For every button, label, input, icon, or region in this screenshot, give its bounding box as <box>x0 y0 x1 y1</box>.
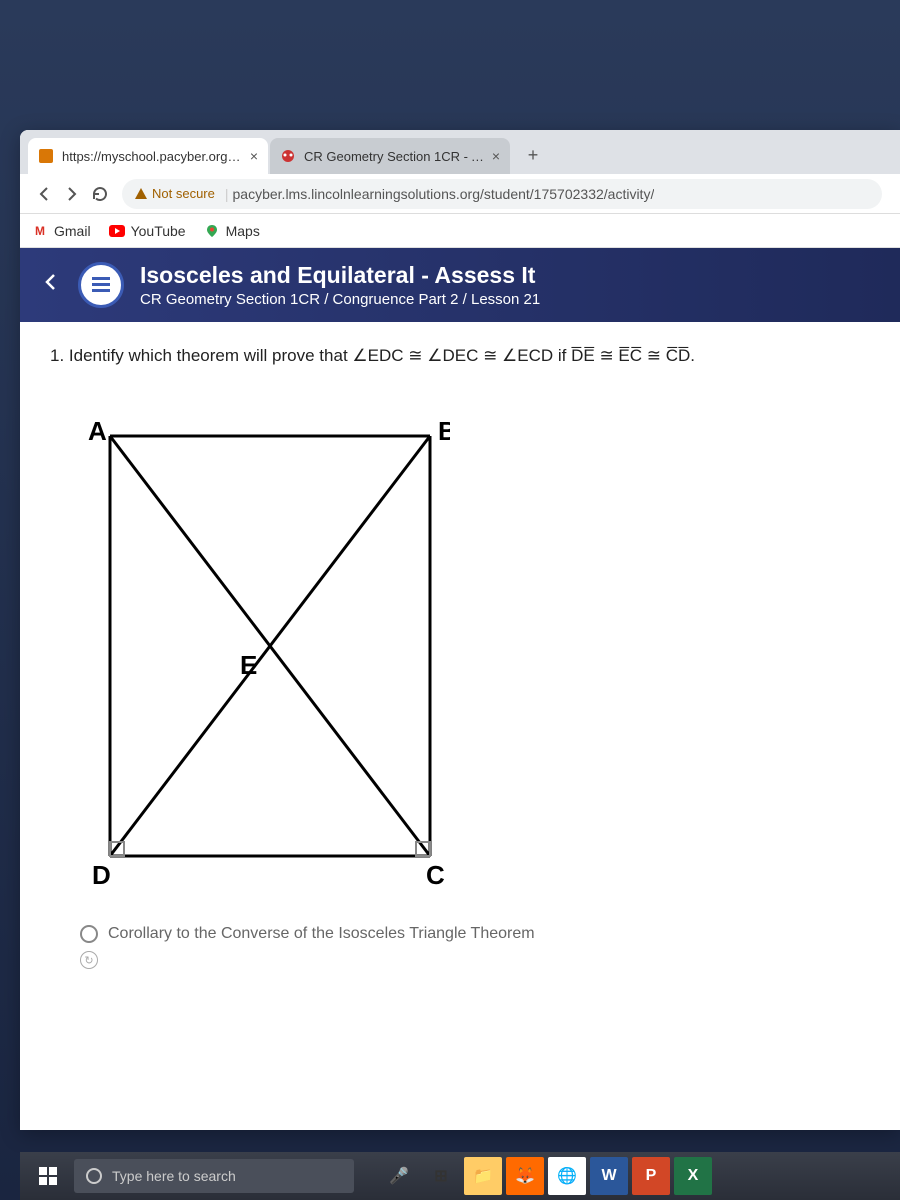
hint-icon[interactable]: ↻ <box>80 951 98 969</box>
question-number: 1. <box>50 346 64 365</box>
taskbar-app-task-view[interactable]: ⊞ <box>422 1157 460 1195</box>
reload-button[interactable] <box>86 180 114 208</box>
security-label: Not secure <box>152 186 215 201</box>
tab-1[interactable]: https://myschool.pacyber.org/FEI × <box>28 138 268 174</box>
youtube-icon <box>109 223 125 239</box>
separator: | <box>225 186 229 202</box>
bookmark-gmail[interactable]: M Gmail <box>32 223 91 239</box>
search-placeholder: Type here to search <box>112 1168 236 1184</box>
svg-text:C: C <box>426 860 445 890</box>
taskbar-app-firefox[interactable]: 🦊 <box>506 1157 544 1195</box>
geometry-diagram: A B C D E <box>70 396 450 896</box>
question-text: 1. Identify which theorem will prove tha… <box>50 346 870 366</box>
taskbar: Type here to search 🎤⊞📁🦊🌐WPX <box>20 1152 900 1200</box>
taskbar-app-word[interactable]: W <box>590 1157 628 1195</box>
tab-2[interactable]: CR Geometry Section 1CR - Activ × <box>270 138 510 174</box>
maps-icon <box>204 223 220 239</box>
tab-title-1: https://myschool.pacyber.org/FEI <box>62 149 244 164</box>
answer-text: Corollary to the Converse of the Isoscel… <box>108 925 535 943</box>
course-icon <box>78 262 124 308</box>
tab-title-2: CR Geometry Section 1CR - Activ <box>304 149 486 164</box>
security-warning: Not secure <box>134 186 215 201</box>
browser-window: https://myschool.pacyber.org/FEI × CR Ge… <box>20 130 900 1130</box>
tab-strip: https://myschool.pacyber.org/FEI × CR Ge… <box>20 130 900 174</box>
taskbar-search[interactable]: Type here to search <box>74 1159 354 1193</box>
bookmark-label: Maps <box>226 223 260 239</box>
question-body: Identify which theorem will prove that ∠… <box>69 346 695 365</box>
address-bar: Not secure | pacyber.lms.lincolnlearning… <box>20 174 900 214</box>
taskbar-app-file-explorer[interactable]: 📁 <box>464 1157 502 1195</box>
svg-text:D: D <box>92 860 111 890</box>
new-tab-button[interactable]: + <box>518 140 548 170</box>
radio-icon <box>80 925 98 943</box>
svg-text:A: A <box>88 416 107 446</box>
taskbar-apps: 🎤⊞📁🦊🌐WPX <box>380 1157 712 1195</box>
favicon-2 <box>280 148 296 164</box>
taskbar-app-mic[interactable]: 🎤 <box>380 1157 418 1195</box>
bookmarks-bar: M Gmail YouTube Maps <box>20 214 900 248</box>
start-button[interactable] <box>28 1158 68 1194</box>
bookmark-label: YouTube <box>131 223 186 239</box>
answer-option-1[interactable]: Corollary to the Converse of the Isoscel… <box>80 925 870 943</box>
course-header: Isosceles and Equilateral - Assess It CR… <box>20 248 900 322</box>
omnibox[interactable]: Not secure | pacyber.lms.lincolnlearning… <box>122 179 882 209</box>
tab-close-2[interactable]: × <box>492 148 500 164</box>
svg-text:E: E <box>240 650 257 680</box>
course-subtitle: CR Geometry Section 1CR / Congruence Par… <box>140 291 540 308</box>
bookmark-label: Gmail <box>54 223 91 239</box>
favicon-1 <box>38 148 54 164</box>
bookmark-youtube[interactable]: YouTube <box>109 223 186 239</box>
back-button[interactable] <box>30 180 58 208</box>
bookmark-maps[interactable]: Maps <box>204 223 260 239</box>
taskbar-app-excel[interactable]: X <box>674 1157 712 1195</box>
course-back-button[interactable] <box>40 271 62 300</box>
course-title: Isosceles and Equilateral - Assess It <box>140 262 540 289</box>
gmail-icon: M <box>32 223 48 239</box>
forward-button[interactable] <box>58 180 86 208</box>
url-text: pacyber.lms.lincolnlearningsolutions.org… <box>233 186 655 202</box>
course-titles: Isosceles and Equilateral - Assess It CR… <box>140 262 540 308</box>
content-area: 1. Identify which theorem will prove tha… <box>20 322 900 993</box>
tab-close-1[interactable]: × <box>250 148 258 164</box>
taskbar-app-chrome[interactable]: 🌐 <box>548 1157 586 1195</box>
search-icon <box>86 1168 102 1184</box>
taskbar-app-powerpoint[interactable]: P <box>632 1157 670 1195</box>
svg-text:B: B <box>438 416 450 446</box>
diagram: A B C D E <box>50 386 870 911</box>
